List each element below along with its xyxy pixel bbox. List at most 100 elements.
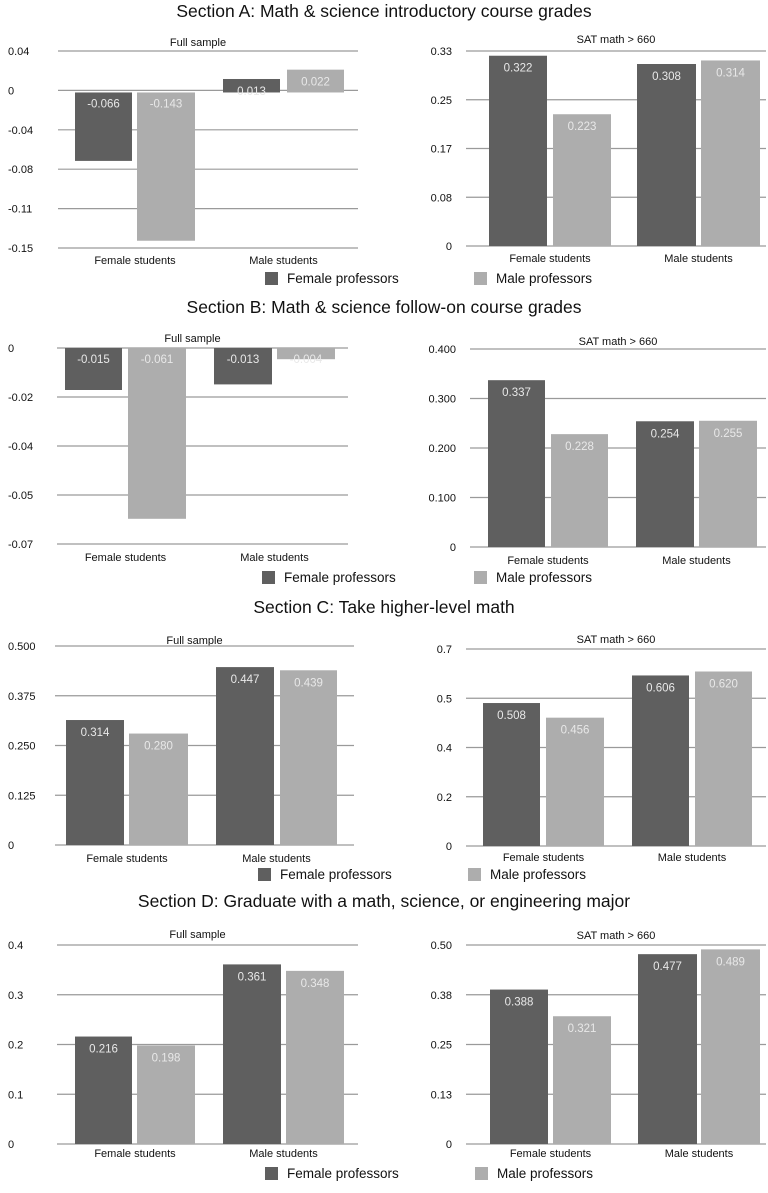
y-tick-label: 0.04 <box>8 46 29 58</box>
section-title: Section A: Math & science introductory c… <box>176 1 592 21</box>
panel-title: Full sample <box>166 635 222 647</box>
data-label: 0.314 <box>716 67 745 79</box>
y-tick-label: 0.25 <box>431 95 452 107</box>
bar-male-prof-male-students <box>286 970 344 1144</box>
section-b: Section B: Math & science follow-on cour… <box>8 297 766 585</box>
section-title: Section D: Graduate with a math, science… <box>138 891 630 911</box>
y-tick-label: 0 <box>446 841 452 853</box>
bar-male-prof-female-students <box>129 733 188 845</box>
data-label: 0.439 <box>294 677 323 689</box>
y-tick-label: 0.3 <box>8 990 23 1002</box>
panel-full-sample: Full sample 0.4 0.3 0.2 0.1 0 0.216 0.198 0.361 0… <box>8 929 358 1160</box>
data-label: 0.322 <box>504 63 533 75</box>
bar-male-prof-female-students <box>128 348 186 519</box>
x-category-label: Female students <box>94 255 176 267</box>
y-tick-label: -0.02 <box>8 392 33 404</box>
y-tick-label: 0.100 <box>428 493 456 505</box>
bar-male-prof-female-students <box>551 434 608 547</box>
data-label: 0.606 <box>646 682 675 694</box>
panel-sat-math: SAT math > 660 0.7 0.5 0.4 0.2 0 0.508 0.456 0.6… <box>437 634 766 864</box>
data-label: -0.013 <box>227 354 260 366</box>
bar-female-prof-male-students <box>214 348 272 385</box>
legend: Female professors Male professors <box>262 570 592 585</box>
data-label: 0.388 <box>505 997 534 1009</box>
panel-title: SAT math > 660 <box>577 34 656 46</box>
bar-female-prof-female-students <box>75 92 132 161</box>
legend-swatch-male-professors <box>474 571 487 584</box>
y-tick-label: 0.50 <box>431 940 452 952</box>
bar-male-prof-female-students <box>546 717 604 846</box>
data-label: 0.477 <box>653 961 682 973</box>
legend: Female professors Male professors <box>265 1166 593 1181</box>
y-tick-label: -0.04 <box>8 125 33 137</box>
y-tick-label: 0.33 <box>431 46 452 58</box>
y-tick-label: 0.125 <box>8 790 36 802</box>
legend-label-female-professors: Female professors <box>287 271 399 286</box>
bar-male-prof-female-students <box>553 114 611 247</box>
y-tick-label: -0.11 <box>8 204 32 216</box>
data-label: 0.308 <box>652 71 681 83</box>
y-tick-label: 0.4 <box>437 743 452 755</box>
panel-title: Full sample <box>170 37 226 49</box>
panel-sat-math: SAT math > 660 0.33 0.25 0.17 0.08 0 0.322 0.22… <box>431 34 766 265</box>
bar-female-prof-male-students <box>638 954 697 1144</box>
legend-label-male-professors: Male professors <box>496 570 592 585</box>
data-label: -0.066 <box>87 98 120 110</box>
data-label: 0.361 <box>238 971 267 983</box>
y-tick-label: 0 <box>8 343 14 355</box>
panel-title: Full sample <box>164 333 220 345</box>
x-category-label: Female students <box>86 853 168 865</box>
bar-male-prof-male-students <box>699 420 757 547</box>
x-category-label: Male students <box>664 253 733 265</box>
y-tick-label: 0.17 <box>431 144 452 156</box>
data-label: 0.314 <box>81 727 110 739</box>
y-tick-label: -0.07 <box>8 539 33 551</box>
y-tick-label: 0.300 <box>428 394 456 406</box>
bar-female-prof-male-students <box>636 421 694 547</box>
legend-swatch-female-professors <box>265 272 278 285</box>
y-tick-label: -0.05 <box>8 490 33 502</box>
legend-label-female-professors: Female professors <box>284 570 396 585</box>
bar-female-prof-female-students <box>483 703 540 846</box>
x-category-label: Female students <box>503 852 585 864</box>
y-tick-label: 0.38 <box>431 990 452 1002</box>
data-label: 0.254 <box>651 428 680 440</box>
bar-male-prof-male-students <box>287 69 344 93</box>
section-title: Section C: Take higher-level math <box>253 597 514 617</box>
data-label: -0.061 <box>141 354 174 366</box>
data-label: 0.489 <box>716 956 745 968</box>
data-label: 0.321 <box>568 1023 597 1035</box>
legend: Female professors Male professors <box>258 867 586 882</box>
x-category-label: Female students <box>510 1148 592 1160</box>
data-label: 0.223 <box>568 121 597 133</box>
x-category-label: Male students <box>240 552 309 564</box>
bar-male-prof-male-students <box>280 670 337 845</box>
panel-full-sample: Full sample 0 -0.02 -0.04 -0.05 -0.07 -0.015 -0… <box>8 333 348 564</box>
y-tick-label: 0.7 <box>437 644 452 656</box>
data-label: 0.456 <box>561 725 590 737</box>
data-label: 0.280 <box>144 741 173 753</box>
data-label: 0.447 <box>231 674 260 686</box>
legend-label-female-professors: Female professors <box>287 1166 399 1181</box>
y-tick-label: 0.500 <box>8 641 36 653</box>
panel-full-sample: Full sample 0.500 0.375 0.250 0.125 0 0.314 0.2… <box>8 635 354 865</box>
panel-title: Full sample <box>169 929 225 941</box>
bar-female-prof-female-students <box>488 380 545 547</box>
bar-female-prof-female-students <box>490 989 548 1144</box>
y-tick-label: -0.08 <box>8 164 33 176</box>
y-tick-label: 0.2 <box>8 1040 23 1052</box>
legend: Female professors Male professors <box>265 271 592 286</box>
bar-female-prof-male-students <box>223 964 281 1144</box>
x-category-label: Female students <box>507 555 589 567</box>
legend-swatch-female-professors <box>265 1167 278 1180</box>
y-tick-label: 0 <box>8 840 14 852</box>
legend-swatch-female-professors <box>258 868 271 881</box>
data-label: -0.143 <box>150 98 183 110</box>
y-tick-label: 0.2 <box>437 792 452 804</box>
panel-title: SAT math > 660 <box>577 930 656 942</box>
bar-female-prof-male-students <box>216 667 274 845</box>
data-label: -0.015 <box>77 354 110 366</box>
panel-title: SAT math > 660 <box>577 634 656 646</box>
